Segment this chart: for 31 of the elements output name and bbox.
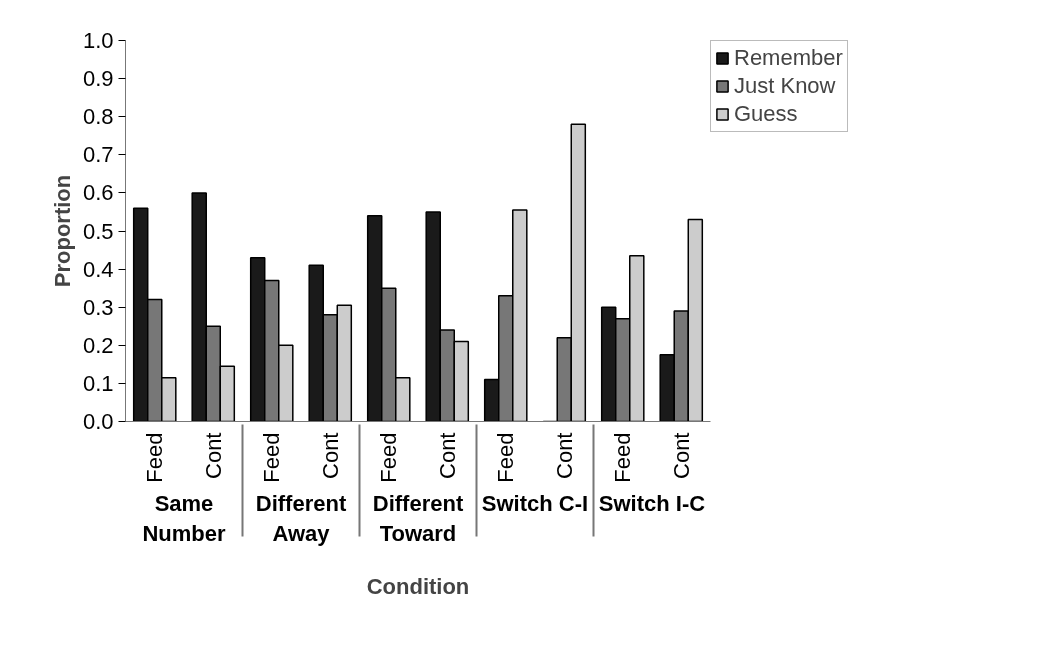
y-tick-label: 0.6 [82, 180, 114, 206]
legend-label: Just Know [734, 73, 836, 99]
y-tick-label: 0.0 [82, 409, 114, 434]
y-tick-label: 0.1 [82, 370, 114, 396]
text: Switch C-I [481, 490, 589, 516]
y-tick-label: 0.9 [82, 66, 114, 92]
text: Different Toward [372, 490, 464, 546]
y-tick-label: 0.8 [82, 104, 114, 130]
x-tick-label: Feed [376, 432, 402, 483]
x-tick-label: Cont [551, 432, 577, 479]
x-tick-label: Cont [668, 432, 694, 479]
legend-label: Guess [734, 101, 798, 127]
y-tick-label: 1.0 [82, 28, 114, 53]
x-tick-label: Cont [434, 432, 460, 479]
x-tick-label: Feed [493, 432, 519, 483]
y-tick-label: 0.5 [82, 218, 114, 244]
x-tick-label: Cont [200, 432, 226, 479]
y-tick-label: 0.3 [82, 294, 114, 320]
text: Switch I-C [598, 490, 706, 516]
x-tick-label: Feed [259, 432, 285, 483]
y-tick-label: 0.7 [82, 142, 114, 168]
legend-label: Remember [734, 45, 843, 71]
y-tick-label: 0.4 [82, 256, 114, 282]
y-axis-title: Proportion [49, 174, 75, 288]
text: Different Away [255, 490, 347, 546]
x-tick-label: Cont [317, 432, 343, 479]
x-tick-label: Feed [610, 432, 636, 483]
x-axis-title: Condition [366, 573, 470, 599]
text: Same Number [142, 490, 226, 546]
x-tick-label: Feed [142, 432, 168, 483]
y-tick-label: 0.2 [82, 332, 114, 358]
